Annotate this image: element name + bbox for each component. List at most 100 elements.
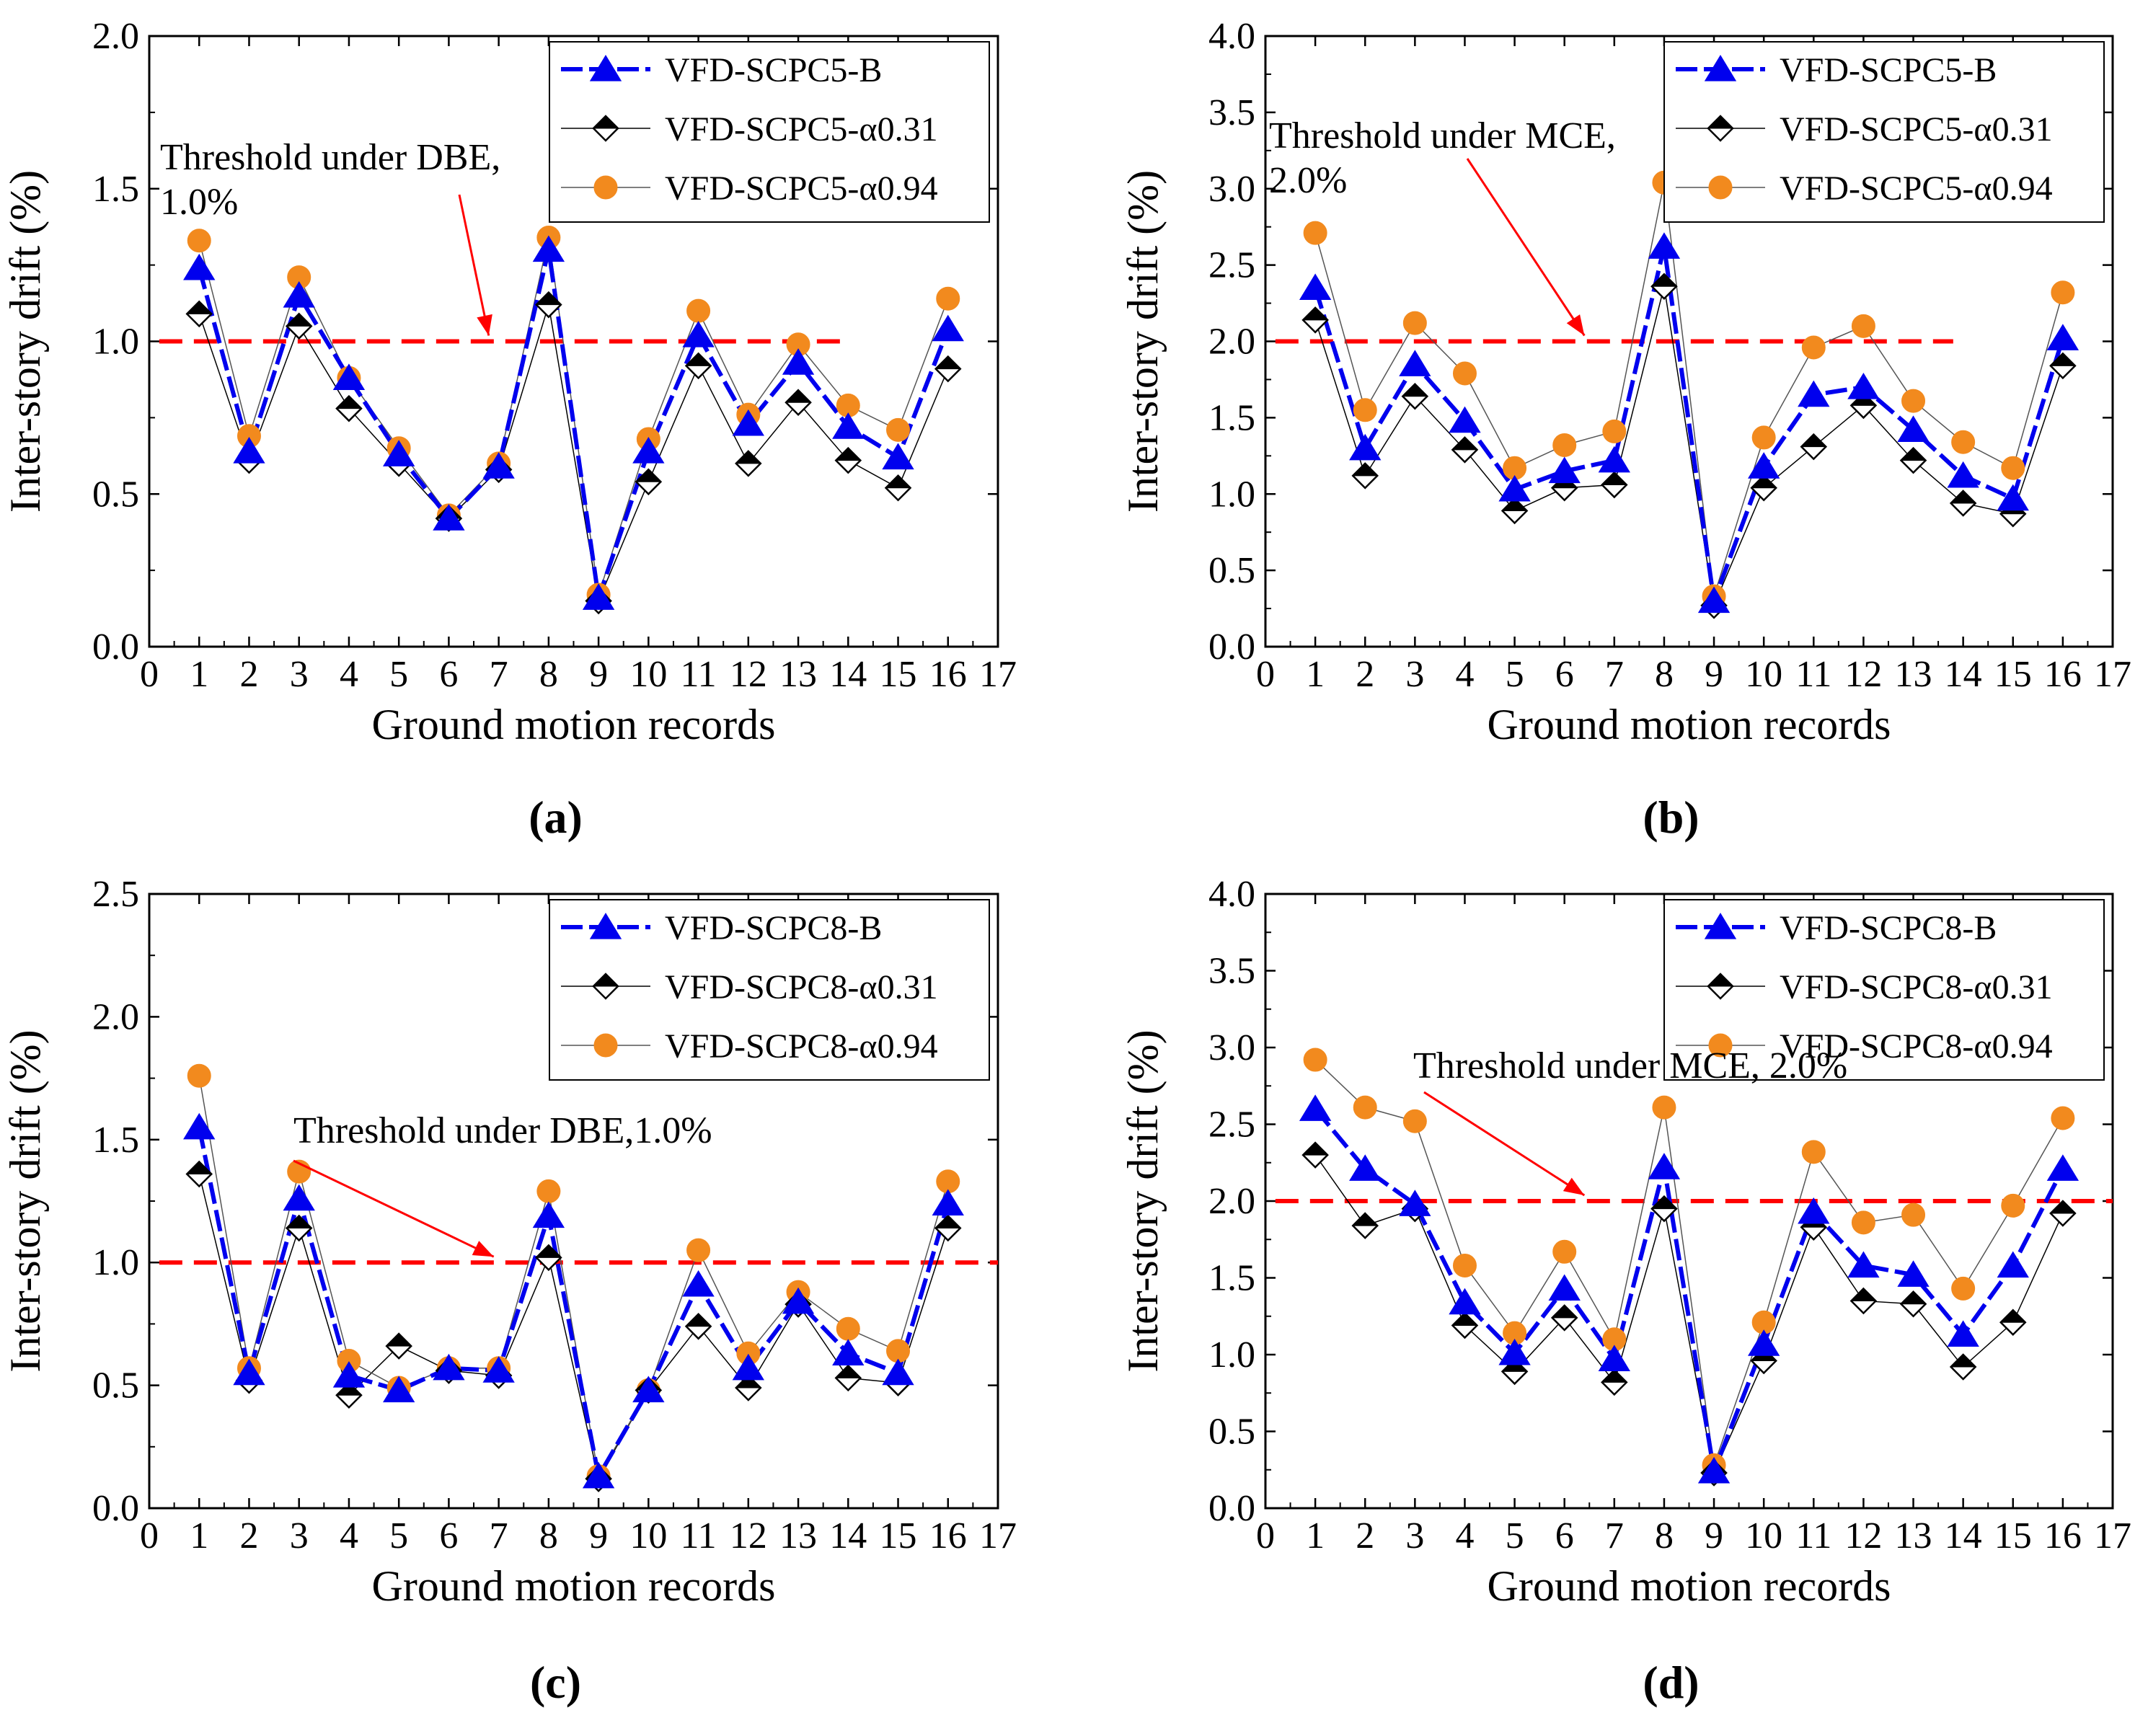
x-tick-label: 7 bbox=[490, 1515, 508, 1556]
data-point-series-0 bbox=[482, 1356, 515, 1383]
y-tick-label: 0.0 bbox=[92, 1488, 139, 1529]
data-point-series-1 bbox=[1351, 462, 1379, 490]
data-point-series-1-fill bbox=[286, 313, 312, 327]
data-point-series-1 bbox=[385, 1332, 412, 1360]
x-tick-label: 3 bbox=[290, 1515, 309, 1556]
x-tick-label: 3 bbox=[290, 654, 309, 695]
x-tick-label: 1 bbox=[1306, 654, 1325, 695]
data-point-series-1-fill bbox=[784, 389, 812, 403]
data-point-series-1-fill bbox=[2049, 353, 2077, 366]
x-tick-label: 8 bbox=[1655, 1515, 1674, 1556]
chart-panel-1: 0 1 2 3 4 5 6 7 8 9 10 11 12 13 14 15 16 170.00.51.01.52.… bbox=[1119, 16, 2131, 843]
x-axis-label: Ground motion records bbox=[372, 1562, 776, 1610]
data-point-series-2 bbox=[1602, 419, 1627, 443]
data-point-series-1 bbox=[1650, 273, 1678, 301]
legend-marker-1-fill bbox=[1707, 973, 1734, 987]
x-tick-label: 4 bbox=[1455, 654, 1474, 695]
data-point-series-2 bbox=[2001, 1193, 2025, 1218]
x-tick-label: 6 bbox=[1555, 1515, 1574, 1556]
data-point-series-0 bbox=[582, 583, 615, 610]
data-point-series-1 bbox=[185, 1160, 213, 1188]
y-tick-label: 4.0 bbox=[1208, 874, 1255, 915]
y-tick-label: 0.5 bbox=[92, 1365, 139, 1407]
data-point-series-0 bbox=[2046, 324, 2080, 350]
data-point-series-0 bbox=[1947, 461, 1979, 488]
data-point-series-1-fill bbox=[685, 1314, 712, 1327]
legend-box bbox=[549, 41, 990, 223]
data-point-series-1-fill bbox=[1999, 1309, 2026, 1323]
annotation-arrowhead bbox=[1563, 1177, 1585, 1195]
chart-panel-2: 0 1 2 3 4 5 6 7 8 9 10 11 12 13 14 15 16 170.00.51.01.52.… bbox=[1, 874, 1017, 1708]
x-tick-label: 10 bbox=[629, 1515, 667, 1556]
data-point-series-0 bbox=[1847, 373, 1880, 399]
data-point-series-0 bbox=[332, 1361, 366, 1388]
x-tick-label: 12 bbox=[1844, 654, 1882, 695]
data-point-series-2 bbox=[2001, 456, 2025, 480]
x-tick-label: 6 bbox=[439, 654, 458, 695]
x-tick-label: 17 bbox=[979, 654, 1017, 695]
data-point-series-0 bbox=[183, 1112, 216, 1140]
y-tick-label: 2.0 bbox=[1208, 1181, 1255, 1222]
data-point-series-1-fill bbox=[335, 395, 363, 409]
data-point-series-0 bbox=[632, 1376, 665, 1403]
x-tick-label: 9 bbox=[589, 1515, 608, 1556]
x-tick-label: 16 bbox=[2044, 654, 2082, 695]
data-point-series-0 bbox=[1449, 406, 1481, 433]
data-point-series-0 bbox=[1598, 446, 1630, 473]
data-point-series-1-fill bbox=[1850, 1288, 1877, 1301]
legend-box bbox=[549, 899, 990, 1081]
y-tick-label: 1.5 bbox=[1208, 397, 1255, 438]
data-point-series-1 bbox=[635, 468, 663, 496]
annotation-arrowhead bbox=[1566, 314, 1585, 336]
series-line-0 bbox=[1313, 1107, 2065, 1480]
data-point-series-1 bbox=[1949, 1353, 1977, 1381]
data-point-series-0 bbox=[1299, 1094, 1332, 1121]
x-tick-label: 2 bbox=[239, 1515, 258, 1556]
series-line-2 bbox=[1314, 182, 2064, 597]
data-point-series-0 bbox=[882, 443, 914, 470]
x-tick-label: 2 bbox=[1356, 1515, 1374, 1556]
data-point-series-0 bbox=[482, 452, 515, 479]
data-point-series-1-fill bbox=[1650, 1195, 1678, 1210]
data-point-series-0 bbox=[1798, 1197, 1830, 1224]
data-point-series-2 bbox=[2051, 280, 2075, 305]
y-tick-label: 0.5 bbox=[1208, 1412, 1255, 1453]
y-tick-label: 0.5 bbox=[92, 474, 139, 515]
y-tick-label: 1.5 bbox=[92, 1120, 139, 1161]
data-point-series-0 bbox=[832, 412, 865, 439]
data-point-series-0 bbox=[383, 440, 415, 466]
data-point-series-2 bbox=[187, 229, 211, 253]
data-point-series-1-fill bbox=[186, 1161, 213, 1175]
data-point-series-2 bbox=[187, 1063, 211, 1088]
x-tick-label: 13 bbox=[779, 654, 817, 695]
series-line-1 bbox=[1314, 286, 2064, 608]
threshold-annotation: Threshold under DBE,1.0% bbox=[293, 1110, 712, 1151]
data-point-series-1 bbox=[1500, 497, 1529, 525]
x-tick-label: 13 bbox=[1895, 654, 1932, 695]
data-point-series-1 bbox=[2049, 1200, 2077, 1227]
y-tick-label: 2.0 bbox=[92, 16, 139, 57]
y-tick-label: 3.0 bbox=[1208, 169, 1255, 210]
data-point-series-1 bbox=[1650, 1195, 1678, 1223]
x-tick-label: 14 bbox=[1945, 1515, 1982, 1556]
series-line-2 bbox=[1314, 1059, 2064, 1466]
x-tick-label: 12 bbox=[1844, 1515, 1882, 1556]
x-tick-label: 9 bbox=[1705, 1515, 1723, 1556]
data-point-series-1 bbox=[934, 355, 962, 383]
data-point-series-0 bbox=[1449, 1288, 1481, 1315]
data-point-series-2 bbox=[1851, 1210, 1875, 1235]
legend-marker-0 bbox=[1704, 55, 1737, 81]
y-tick-label: 1.0 bbox=[1208, 1334, 1255, 1376]
data-point-series-1-fill bbox=[286, 1215, 312, 1228]
data-point-series-0 bbox=[1748, 452, 1780, 479]
legend-label-1: VFD-SCPC8-α0.31 bbox=[1780, 968, 2053, 1006]
threshold-annotation: 2.0% bbox=[1269, 160, 1347, 201]
data-point-series-1-fill bbox=[1402, 384, 1428, 397]
annotation-arrow bbox=[458, 194, 490, 336]
data-point-series-1 bbox=[1899, 446, 1927, 474]
data-point-series-1 bbox=[335, 394, 363, 422]
data-point-series-2 bbox=[1951, 1276, 1976, 1301]
y-tick-label: 0.0 bbox=[1208, 1488, 1255, 1529]
data-point-series-2 bbox=[836, 1316, 860, 1341]
x-tick-label: 3 bbox=[1405, 654, 1424, 695]
